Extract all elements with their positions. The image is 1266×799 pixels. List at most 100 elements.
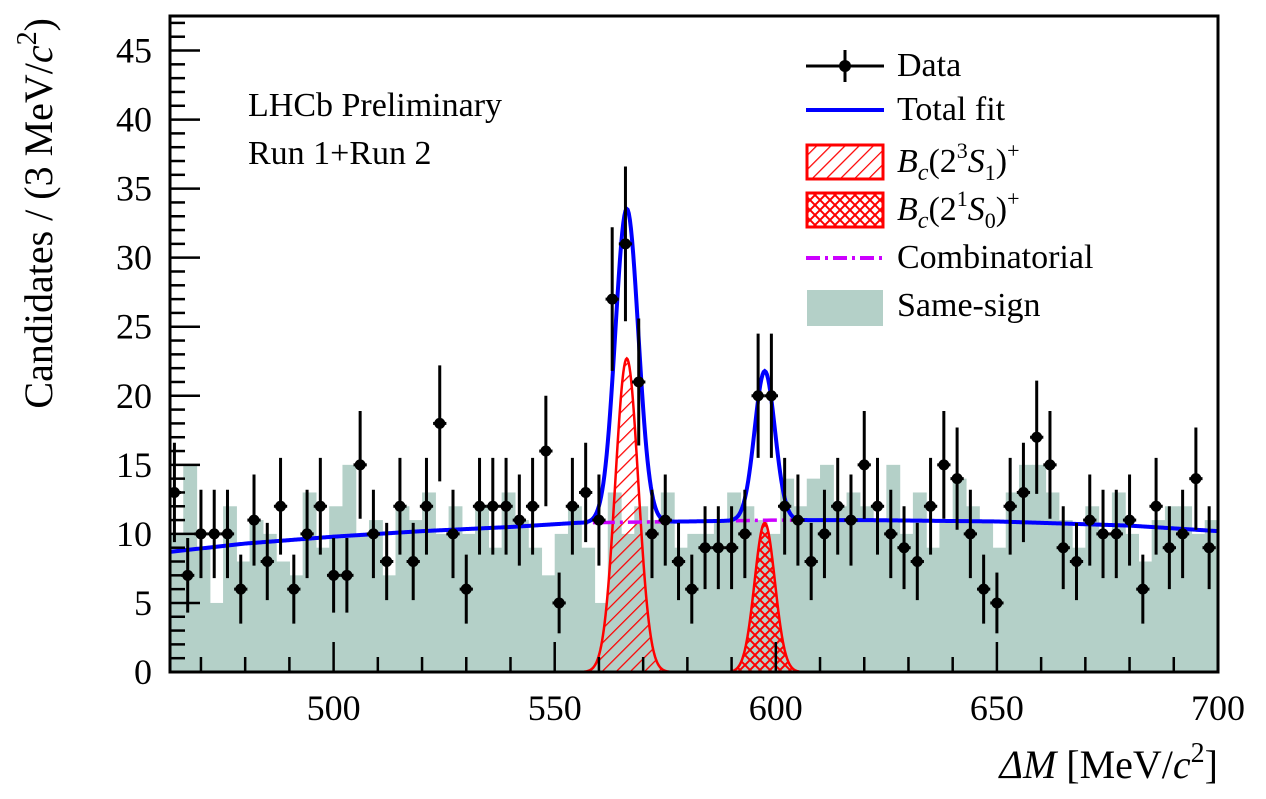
same-sign-bin [979,520,994,672]
same-sign-bin [992,547,1007,672]
same-sign-bin [342,464,357,672]
same-sign-bin [820,464,834,672]
annotation-run: Run 1+Run 2 [248,135,432,172]
y-tick-label: 45 [116,31,152,71]
data-point [459,554,473,624]
same-sign-bin [700,533,715,672]
data-point [844,474,858,566]
data-point [499,457,513,555]
same-sign-bin [1151,520,1166,672]
x-tick-label: 700 [1191,688,1245,728]
data-point [247,474,261,566]
data-point [1109,489,1123,579]
data-point [446,489,460,579]
same-sign-bin [1045,492,1060,672]
data-point [1083,474,1097,566]
same-sign-bin [329,506,344,672]
data-point [1136,554,1150,624]
data-point [1122,474,1137,566]
same-sign-bin [833,506,848,672]
data-point [884,489,898,579]
data-point [472,457,487,555]
same-sign-bin [1125,533,1140,672]
data-point [1162,506,1176,590]
data-point [419,457,434,555]
annotation-lhcb: LHCb Preliminary [248,87,502,124]
same-sign-bin [315,547,330,672]
data-point [923,457,938,555]
same-sign-bin [528,547,543,672]
legend-combinatorial-label: Combinatorial [897,239,1093,276]
same-sign-bin [806,478,821,672]
data-point [565,457,580,555]
x-tick-label: 650 [970,688,1024,728]
data-point [525,457,540,555]
data-point [1096,489,1110,579]
same-sign-bin [939,520,954,672]
legend-same-sign-symbol [807,290,883,326]
same-sign-bin [1032,464,1047,672]
same-sign-bin [687,533,702,672]
same-sign-bin [196,547,211,672]
data-point [870,457,885,555]
legend-data-symbol [806,50,884,82]
data-point [658,474,672,566]
same-sign-bin [1191,533,1206,672]
same-sign-bin [567,506,582,672]
data-point [234,554,248,624]
data-point [963,489,978,579]
same-sign-bin [435,533,450,672]
data-point [366,489,381,579]
data-points [170,166,1216,634]
data-point [539,395,553,507]
data-point [353,410,367,519]
x-axis-ticks: 500 550 600 650 700 [199,642,1245,728]
y-tick-label: 15 [116,445,152,485]
same-sign-bin [926,547,941,672]
data-point [433,365,447,482]
data-point [791,474,805,566]
data-point [857,410,871,519]
legend-bc21s0-symbol [805,191,885,229]
data-point [340,538,354,613]
same-sign-bin [1164,506,1179,672]
same-sign-bin [355,533,370,672]
y-tick-label: 0 [134,652,152,692]
data-point [592,474,606,566]
data-point [287,554,301,624]
same-sign-bin [209,602,224,672]
same-sign-bin [1085,506,1100,672]
data-point [685,554,699,624]
same-sign-histogram [170,464,1218,672]
data-point [1030,380,1044,494]
data-point [751,333,765,458]
y-tick-label: 20 [116,376,152,416]
y-tick-label: 35 [116,169,152,209]
legend-same-sign-label: Same-sign [897,287,1041,324]
legend-bc21s0-label: Bc(21S0)+ [897,186,1020,234]
data-point [512,474,526,566]
data-point [1189,427,1203,530]
data-point [910,522,924,601]
y-axis-title: Candidates / (3 MeV/c2) [12,18,61,409]
legend-total-fit-label: Total fit [897,91,1006,128]
data-point [671,522,686,601]
data-point [300,489,314,579]
same-sign-bin [581,547,596,672]
data-point [1069,522,1084,601]
data-point [897,506,911,590]
data-point [977,554,991,624]
data-point [738,489,752,579]
x-tick-label: 500 [307,688,361,728]
data-point [1043,410,1057,519]
data-point [220,489,235,579]
same-sign-bin [873,520,887,672]
total-fit-curve-group [170,205,1218,554]
y-tick-label: 40 [116,100,152,140]
data-point [207,489,221,579]
same-sign-bin [488,547,503,672]
same-sign-bin [382,575,397,672]
data-point [711,506,725,590]
same-sign-bin [952,478,967,672]
data-point [605,227,619,371]
